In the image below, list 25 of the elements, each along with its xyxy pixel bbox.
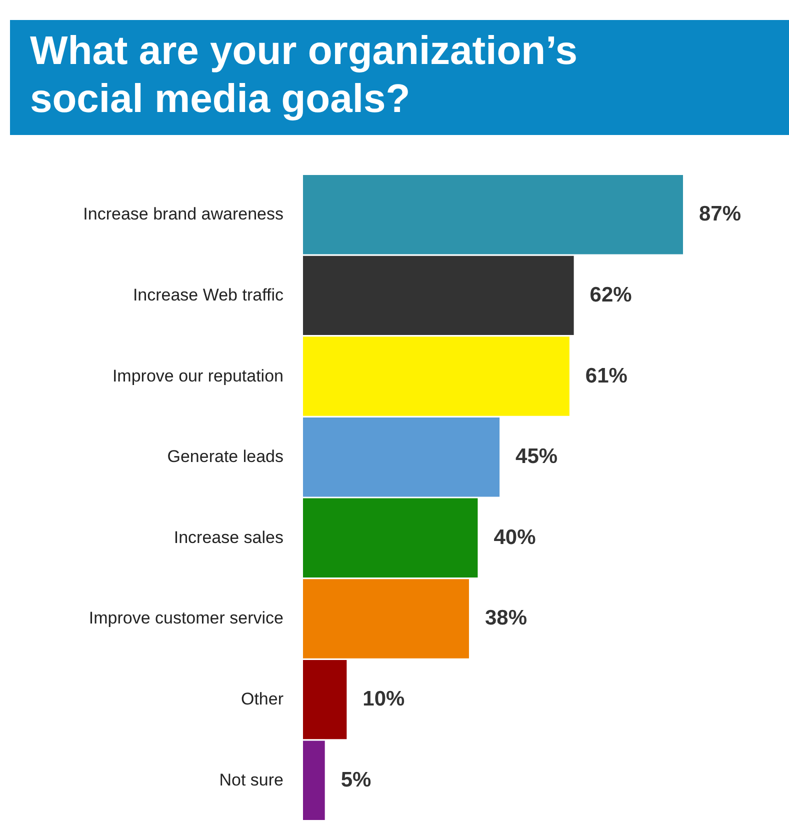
y-tick-label: Increase sales: [174, 528, 284, 547]
y-tick-label: Generate leads: [167, 447, 284, 466]
y-tick-label: Improve our reputation: [112, 366, 284, 386]
bar: [303, 660, 347, 740]
y-tick-label: Not sure: [219, 770, 284, 790]
bar: [303, 417, 500, 497]
bar: [303, 740, 325, 820]
bar: [303, 336, 570, 416]
data-label: 87%: [699, 202, 742, 226]
data-label: 62%: [590, 283, 632, 306]
data-label: 10%: [362, 688, 406, 711]
y-tick-label: Other: [240, 690, 284, 709]
bar: [303, 256, 574, 336]
data-label: 61%: [585, 364, 628, 388]
y-tick-label: Increase brand awareness: [83, 204, 284, 224]
bar: [303, 579, 469, 658]
data-label: 45%: [516, 445, 558, 468]
data-label: 38%: [484, 606, 528, 630]
bar: [303, 498, 478, 578]
bar: [303, 175, 683, 254]
y-tick-label: Improve customer service: [88, 608, 284, 628]
y-tick-label: Increase Web traffic: [132, 285, 284, 304]
chart-title: What are your organization’s social media goals?: [30, 29, 578, 121]
data-label: 5%: [340, 768, 372, 792]
data-label: 40%: [494, 526, 536, 549]
